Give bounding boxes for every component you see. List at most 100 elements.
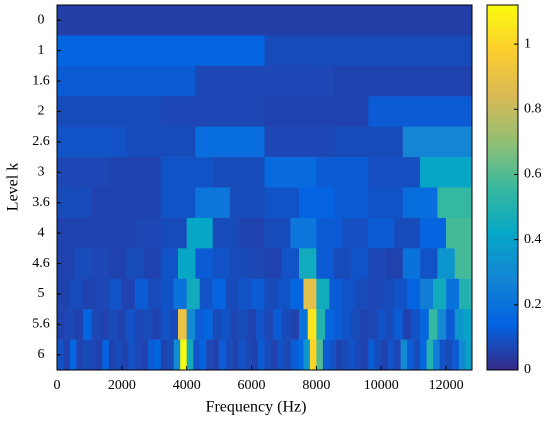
colorbar-tick-label: 0.6 — [524, 167, 542, 182]
cell — [359, 309, 369, 340]
cell — [368, 187, 404, 219]
x-axis-label: Frequency (Hz) — [206, 399, 307, 416]
cell — [203, 309, 213, 340]
cell — [420, 278, 434, 310]
cell — [290, 339, 298, 371]
cell — [57, 65, 196, 97]
cell — [374, 339, 382, 371]
cell — [63, 339, 71, 371]
cell — [454, 309, 464, 340]
cell — [277, 339, 285, 371]
cell — [82, 278, 97, 310]
cell — [446, 309, 456, 340]
cell — [108, 217, 136, 249]
cell — [117, 309, 127, 340]
cell — [437, 248, 456, 280]
cell — [420, 339, 427, 371]
cell — [316, 248, 334, 280]
cell — [465, 339, 473, 371]
cell — [446, 339, 453, 371]
y-tick-label: 5 — [38, 286, 45, 301]
cell — [238, 217, 265, 249]
cell — [368, 339, 376, 371]
cell — [264, 339, 272, 371]
y-tick-label: 3 — [38, 165, 45, 180]
cell — [160, 339, 168, 371]
cell — [169, 309, 179, 340]
cell — [335, 339, 343, 371]
cell — [91, 309, 101, 340]
cell — [290, 278, 304, 310]
cell — [160, 248, 179, 280]
cell — [199, 339, 207, 371]
y-tick-label: 2.6 — [32, 134, 50, 149]
y-tick-label: 4.6 — [32, 256, 50, 271]
cell — [206, 339, 213, 371]
cell — [368, 217, 395, 249]
y-tick-label: 5.6 — [32, 317, 50, 332]
cell — [454, 248, 473, 280]
cell — [212, 309, 222, 340]
cell — [277, 278, 291, 310]
cell — [394, 217, 421, 249]
cell — [134, 278, 149, 310]
cell — [143, 309, 153, 340]
cell — [195, 65, 334, 97]
cell — [126, 187, 162, 219]
cell — [57, 309, 66, 340]
x-tick-label: 2000 — [108, 378, 136, 393]
cell — [342, 309, 352, 340]
cell — [229, 309, 239, 340]
x-tick-label: 6000 — [238, 378, 266, 393]
cell — [100, 309, 110, 340]
cell — [407, 339, 414, 371]
cell — [307, 309, 317, 340]
cell — [273, 309, 283, 340]
cell — [173, 339, 181, 371]
cell — [329, 339, 337, 371]
cell — [74, 248, 92, 280]
cell — [247, 309, 257, 340]
cell — [57, 187, 92, 219]
x-tick-label: 4000 — [173, 378, 201, 393]
cell — [264, 309, 274, 340]
cell — [126, 248, 144, 280]
cell — [433, 278, 447, 310]
cell — [368, 96, 473, 127]
cell — [376, 309, 386, 340]
cell — [411, 309, 421, 340]
cell — [160, 187, 196, 219]
cell — [281, 309, 291, 340]
plot-frame — [56, 4, 473, 371]
cell — [160, 309, 170, 340]
heatmap — [57, 5, 473, 371]
cell — [368, 309, 378, 340]
cell — [264, 248, 283, 280]
cell — [281, 248, 300, 280]
cell — [57, 35, 265, 67]
cell — [322, 339, 330, 371]
cell — [290, 217, 317, 249]
cell — [251, 278, 265, 310]
cell — [212, 157, 265, 188]
cell — [394, 278, 408, 310]
cell — [147, 278, 162, 310]
cell — [134, 339, 142, 371]
cell — [195, 248, 213, 280]
cell — [167, 339, 175, 371]
colorbar-tick-label: 0 — [524, 362, 531, 377]
cell — [437, 309, 447, 340]
cell — [102, 339, 110, 371]
y-tick-label: 4 — [38, 225, 45, 240]
cell — [121, 339, 129, 371]
cell — [333, 65, 473, 97]
cell — [264, 96, 369, 127]
cell — [57, 157, 110, 188]
cell — [173, 278, 187, 310]
cell — [361, 339, 369, 371]
cell — [225, 278, 239, 310]
colorbar-tick-label: 0.4 — [524, 232, 542, 247]
cell — [433, 339, 440, 371]
cell — [57, 248, 75, 280]
